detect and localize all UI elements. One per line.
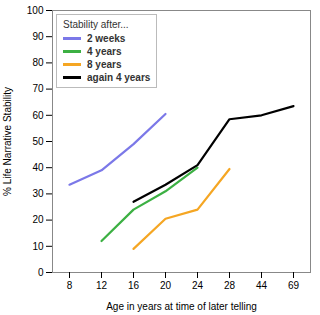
svg-text:60: 60 [32, 110, 44, 121]
svg-text:50: 50 [32, 136, 44, 147]
html-text:again 4 years: again 4 years [87, 72, 151, 83]
svg-text:Age in years at time of later: Age in years at time of later telling [106, 301, 257, 312]
svg-text:% Life Narrative Stability: % Life Narrative Stability [2, 87, 13, 196]
svg-text:10: 10 [32, 241, 44, 252]
svg-text:69: 69 [288, 280, 300, 291]
svg-text:70: 70 [32, 83, 44, 94]
svg-text:12: 12 [96, 280, 108, 291]
svg-text:24: 24 [192, 280, 204, 291]
svg-text:8: 8 [67, 280, 73, 291]
svg-text:100: 100 [27, 5, 44, 16]
svg-text:20: 20 [32, 214, 44, 225]
svg-text:20: 20 [160, 280, 172, 291]
svg-text:90: 90 [32, 31, 44, 42]
html-text:2 weeks: 2 weeks [87, 33, 126, 44]
html-text:8 years: 8 years [87, 59, 122, 70]
svg-text:30: 30 [32, 188, 44, 199]
svg-text:44: 44 [256, 280, 268, 291]
svg-text:28: 28 [224, 280, 236, 291]
html-text:4 years: 4 years [87, 46, 122, 57]
svg-text:80: 80 [32, 57, 44, 68]
svg-text:0: 0 [38, 267, 44, 278]
svg-text:40: 40 [32, 162, 44, 173]
svg-text:16: 16 [128, 280, 140, 291]
html-text:Stability after...: Stability after... [63, 19, 129, 30]
